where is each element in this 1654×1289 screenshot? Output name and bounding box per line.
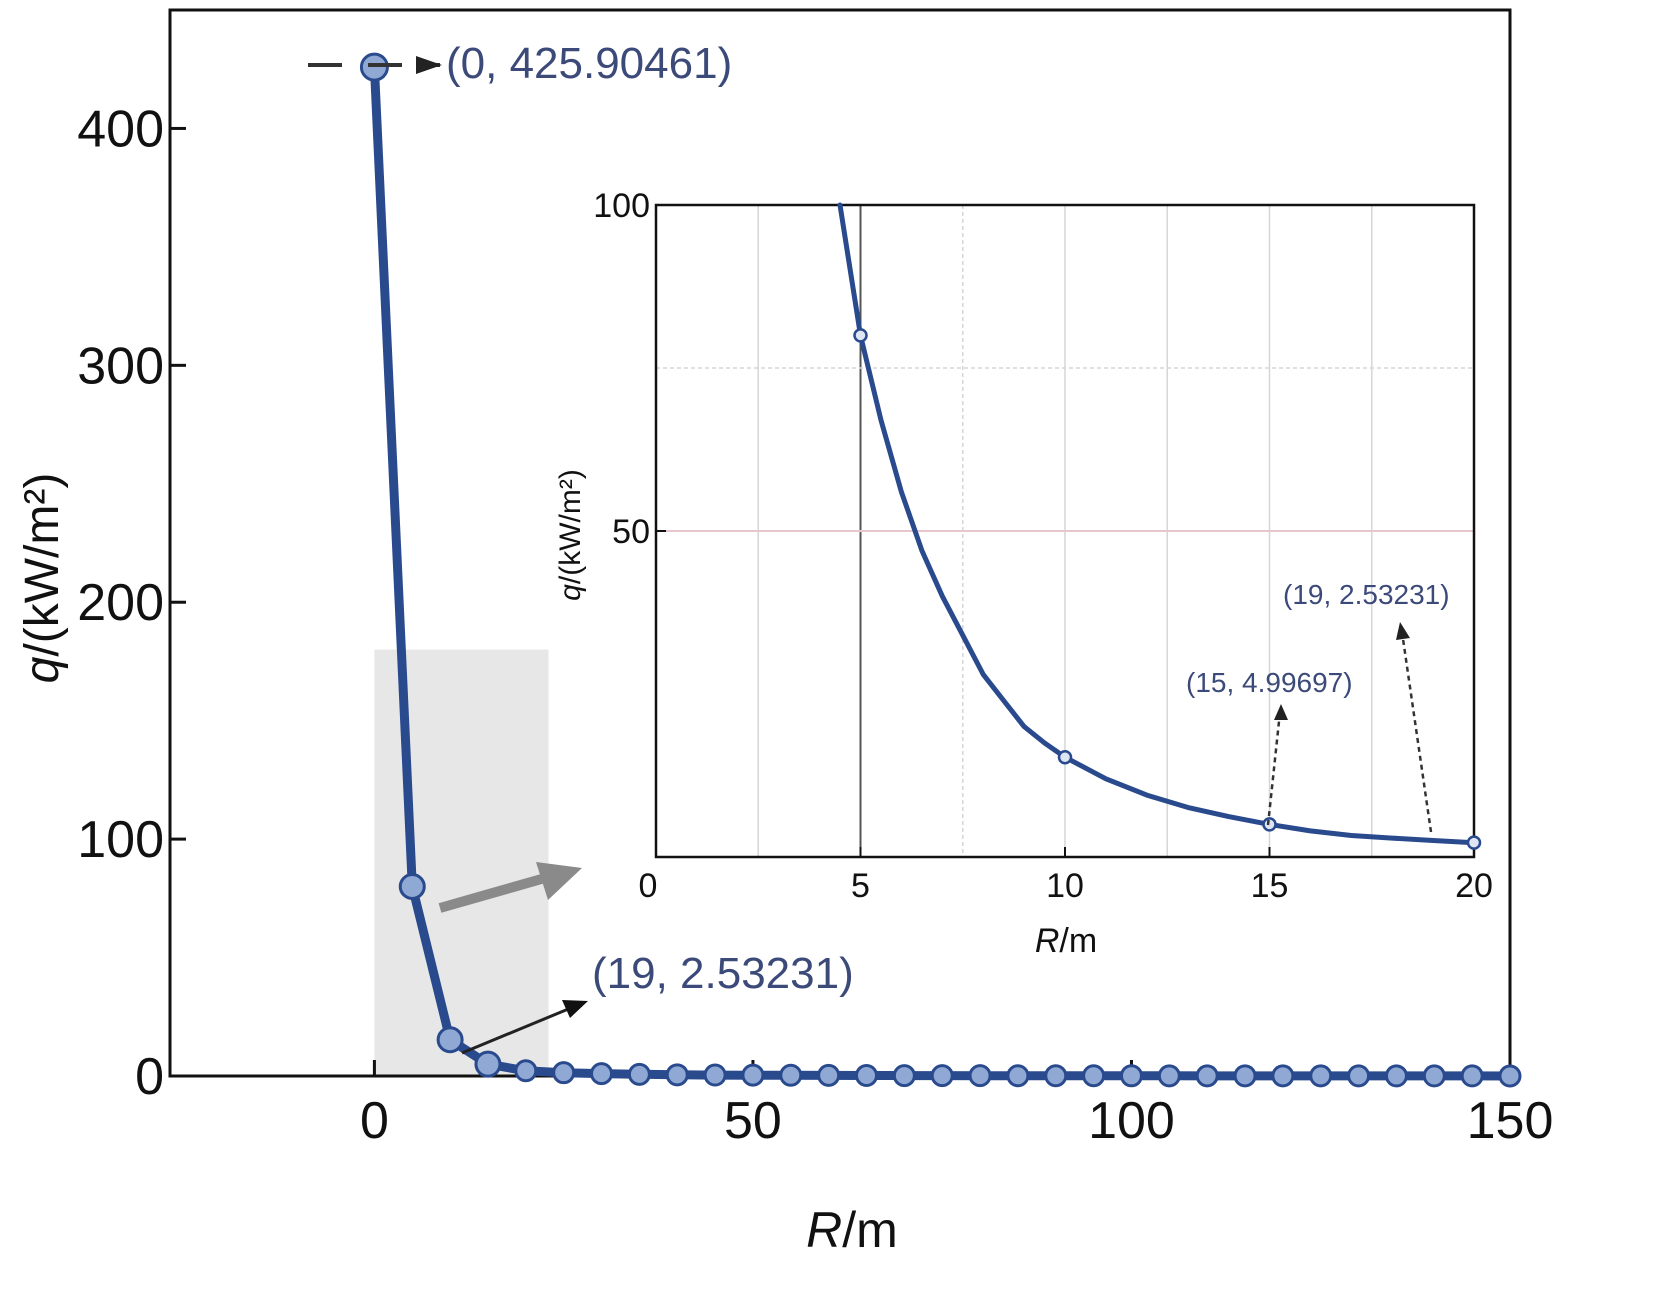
main-data-point	[1119, 1064, 1143, 1088]
inset-x-axis-unit: /m	[1059, 922, 1097, 960]
main-data-point	[1157, 1064, 1181, 1088]
inset-x-tick-label: 5	[851, 867, 870, 905]
main-x-tick-label: 0	[360, 1092, 389, 1150]
inset-series-markers	[853, 328, 1482, 850]
main-data-point	[665, 1063, 689, 1087]
main-data-point	[1460, 1064, 1484, 1088]
inset-data-point	[1262, 817, 1277, 832]
main-x-axis-unit: /m	[842, 1202, 898, 1258]
inset-chart: 0 5 10 15 20 50 100 R/m q/(kW/m²) (15, 4.99697…	[554, 187, 1493, 960]
inset-x-tick-label: 10	[1046, 867, 1084, 905]
main-data-point	[854, 1064, 878, 1088]
main-data-point	[892, 1064, 916, 1088]
main-y-axis-unit: /(kW/m²)	[16, 473, 69, 657]
tail-annotation: (19, 2.53231)	[592, 949, 854, 998]
tail-annotation-arrowhead	[562, 1000, 588, 1018]
main-data-point	[1271, 1064, 1295, 1088]
main-data-point	[741, 1063, 765, 1087]
inset-ticks: 0 5 10 15 20 50 100	[593, 187, 1493, 905]
main-data-point	[1309, 1064, 1333, 1088]
main-data-point	[552, 1061, 576, 1085]
main-data-point	[1195, 1064, 1219, 1088]
main-series-markers	[359, 52, 1522, 1088]
main-y-tick-label: 0	[135, 1048, 164, 1106]
inset-x-tick-label: 20	[1455, 867, 1493, 905]
main-x-tick-label: 100	[1088, 1092, 1175, 1150]
main-y-tick-label: 400	[77, 100, 164, 158]
inset-x-tick-label: 0	[639, 867, 658, 905]
main-data-point	[779, 1063, 803, 1087]
main-data-point	[1422, 1064, 1446, 1088]
main-data-point	[590, 1062, 614, 1086]
inset-x-axis-var: R	[1035, 922, 1060, 960]
inset-annotation-15-arrowhead	[1274, 704, 1288, 720]
inset-annotation-19-arrow	[1400, 631, 1433, 833]
main-y-tick-label: 200	[77, 574, 164, 632]
main-x-axis-label: R/m	[806, 1202, 898, 1258]
main-y-tick-label: 300	[77, 337, 164, 395]
inset-y-axis-var: q	[554, 584, 587, 601]
main-data-point	[514, 1059, 538, 1083]
main-data-point	[1044, 1064, 1068, 1088]
main-data-point	[703, 1063, 727, 1087]
inset-y-axis-unit: /(kW/m²)	[554, 469, 587, 584]
main-data-point	[817, 1063, 841, 1087]
peak-annotation-arrowhead	[416, 56, 442, 74]
main-y-tick-label: 100	[77, 811, 164, 869]
inset-data-point	[853, 328, 868, 343]
inset-annotation-15: (15, 4.99697)	[1186, 667, 1353, 698]
main-y-axis-var: q	[16, 656, 69, 683]
main-x-tick-label: 50	[724, 1092, 782, 1150]
inset-x-axis-label: R/m	[1035, 922, 1097, 960]
main-data-point	[436, 1026, 464, 1054]
main-data-point	[1384, 1064, 1408, 1088]
inset-grid	[656, 205, 1474, 857]
main-data-point	[930, 1064, 954, 1088]
main-data-point	[1082, 1064, 1106, 1088]
inset-x-tick-label: 15	[1251, 867, 1289, 905]
main-data-point	[627, 1062, 651, 1086]
inset-annotation-19: (19, 2.53231)	[1283, 579, 1450, 610]
inset-data-point	[1057, 749, 1073, 765]
main-data-point	[359, 52, 389, 82]
inset-annotation-19-arrowhead	[1396, 622, 1410, 640]
main-data-point	[968, 1064, 992, 1088]
zoom-arrow	[438, 873, 547, 913]
main-data-point	[474, 1050, 502, 1078]
main-data-point	[398, 872, 426, 900]
main-y-axis-label: q/(kW/m²)	[16, 473, 69, 684]
main-data-point	[1347, 1064, 1371, 1088]
inset-data-point	[1466, 835, 1482, 850]
main-data-point	[1498, 1064, 1522, 1088]
inset-y-tick-label: 50	[612, 513, 650, 551]
main-x-tick-label: 150	[1467, 1092, 1554, 1150]
main-data-point	[1233, 1064, 1257, 1088]
inset-series-line	[837, 202, 1477, 846]
inset-y-tick-label: 100	[593, 187, 650, 225]
main-data-point	[1006, 1064, 1030, 1088]
inset-annotation-15-arrow	[1266, 711, 1282, 826]
zoom-arrowhead	[536, 862, 582, 900]
main-x-axis-var: R	[806, 1202, 842, 1258]
tail-annotation-arrow	[461, 1003, 579, 1055]
inset-y-axis-label: q/(kW/m²)	[554, 469, 587, 601]
peak-annotation: (0, 425.90461)	[446, 39, 732, 88]
